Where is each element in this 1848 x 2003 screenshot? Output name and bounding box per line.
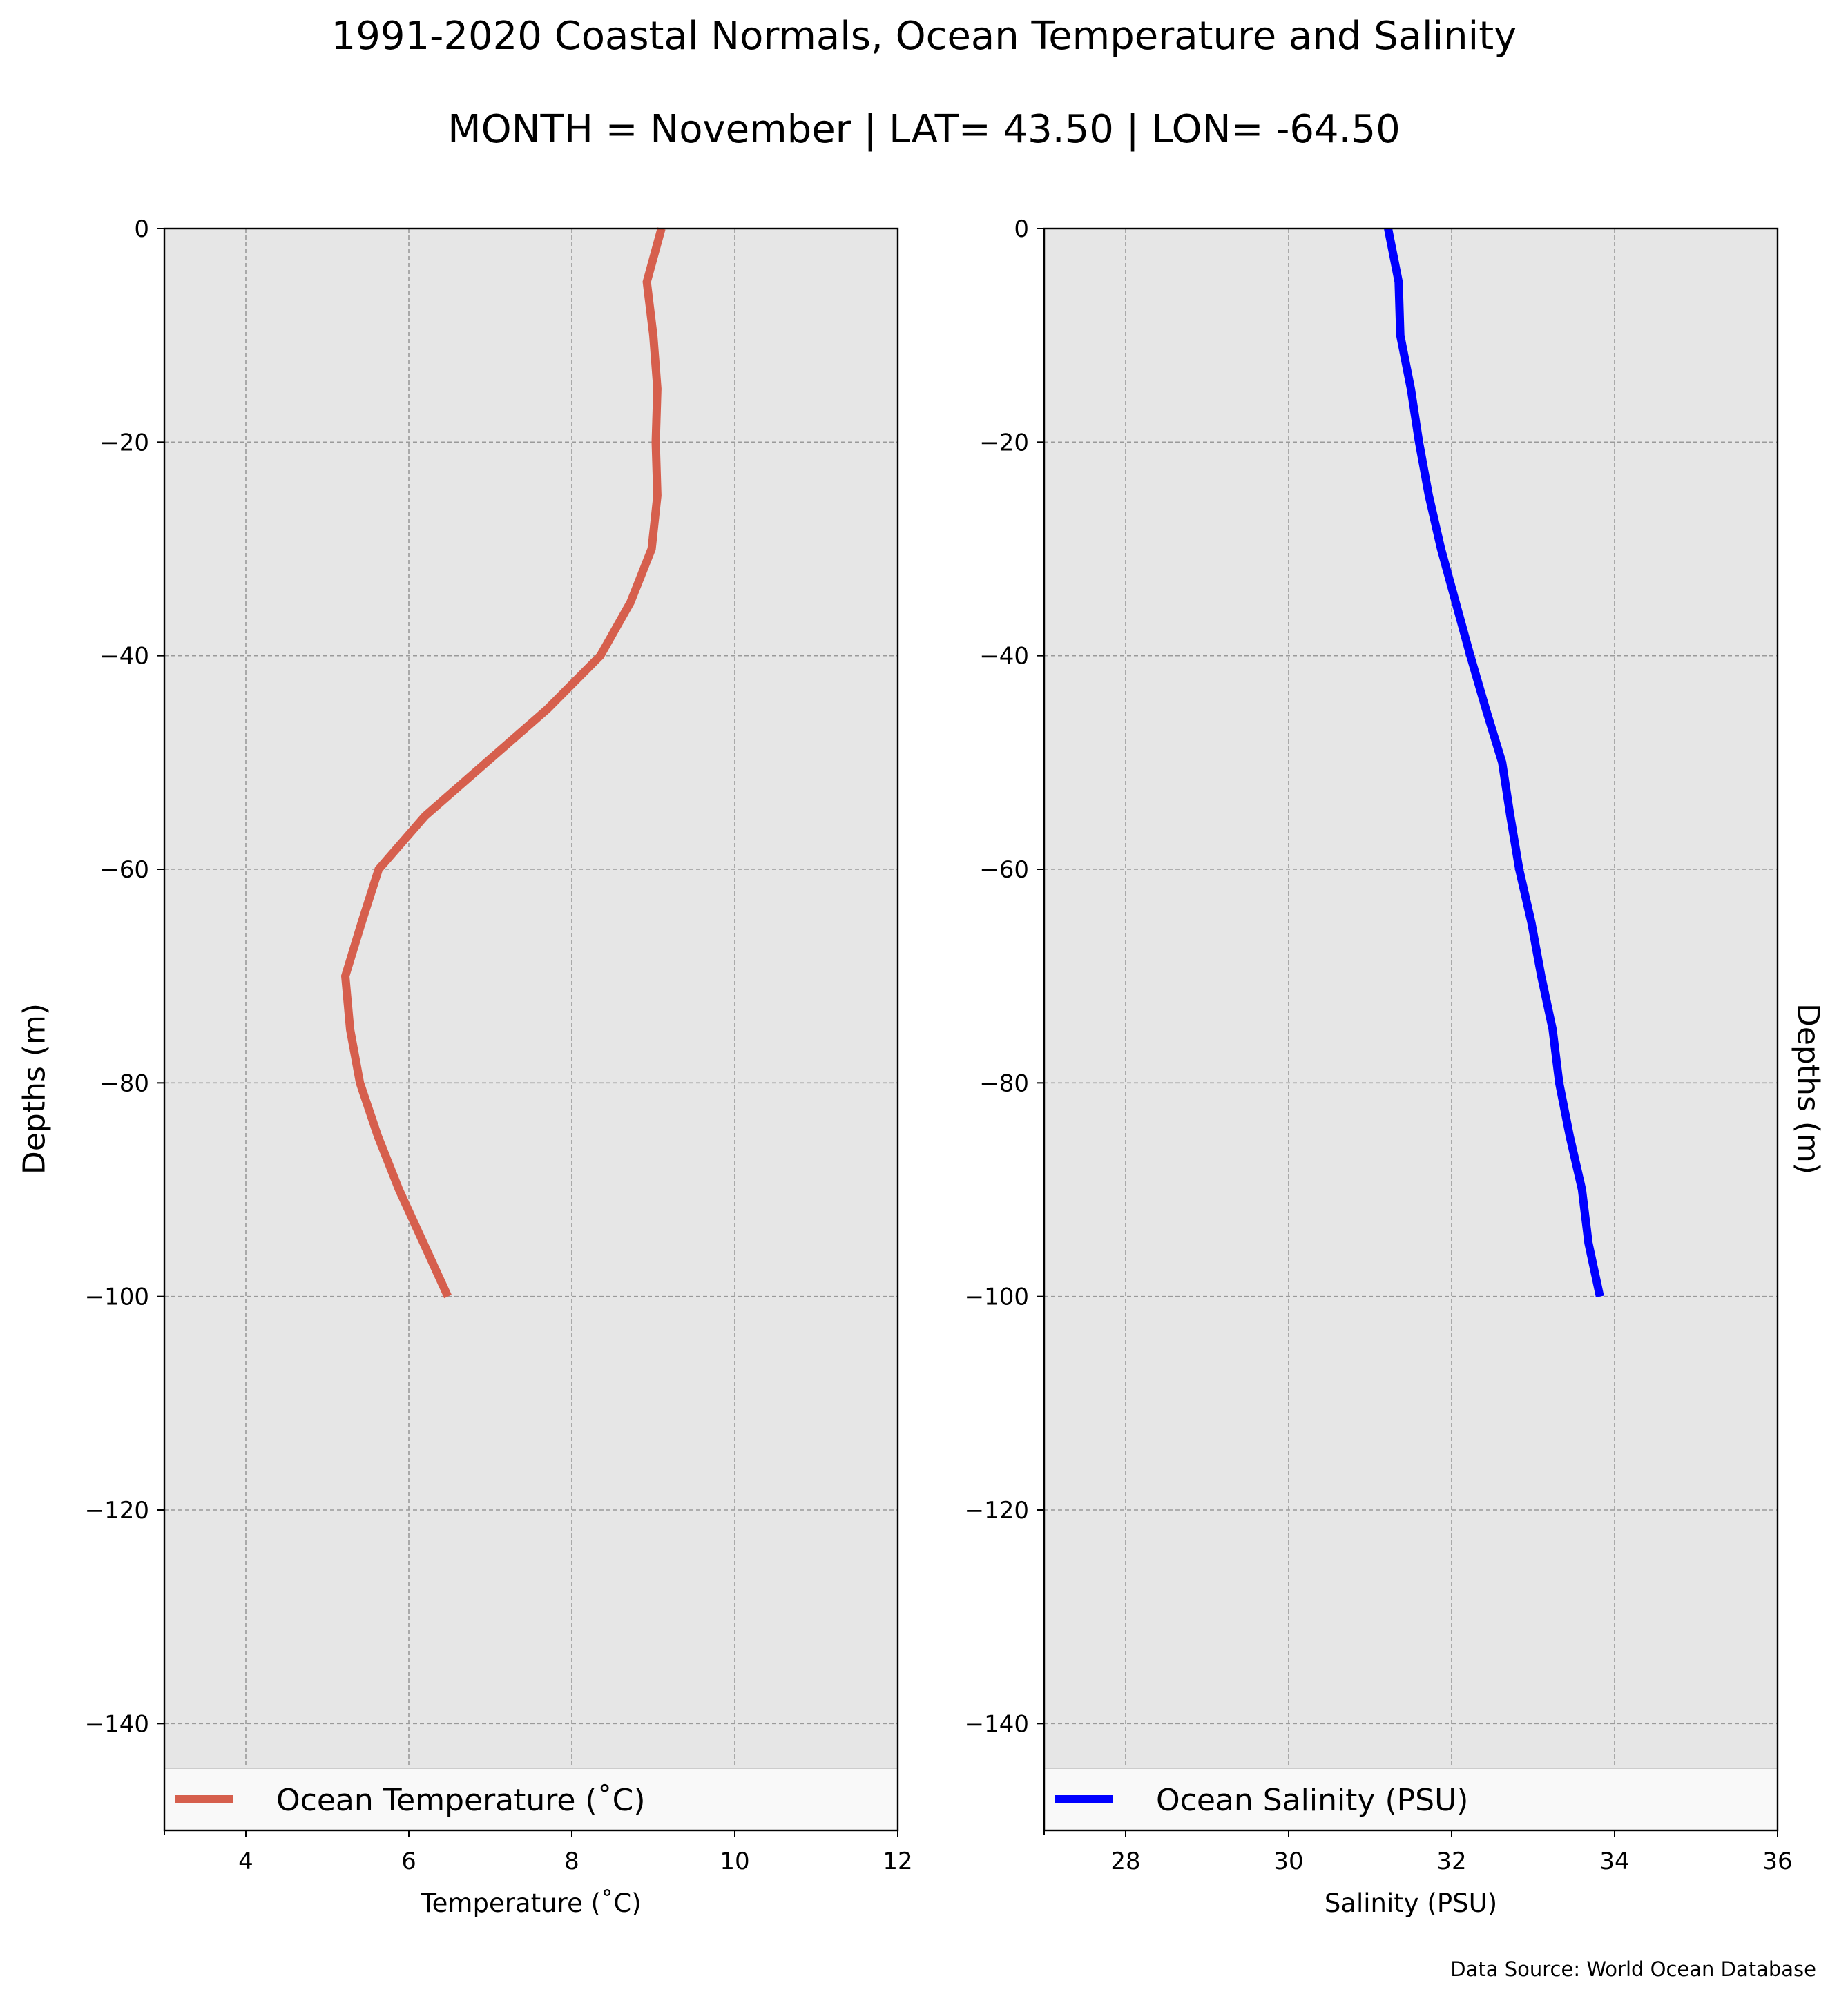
salinity-y-tick-label: −80 <box>979 1070 1029 1097</box>
temperature-y-tick-label: −60 <box>99 856 149 884</box>
temperature-legend-label: Ocean Temperature (˚C) <box>276 1783 646 1818</box>
salinity-y-tick-label: −140 <box>965 1710 1029 1738</box>
chart-title: 1991-2020 Coastal Normals, Ocean Tempera… <box>331 14 1517 59</box>
right-y-axis-label: Depths (m) <box>1790 1003 1826 1175</box>
temperature-y-tick-label: −140 <box>85 1710 149 1738</box>
data-source-note: Data Source: World Ocean Database <box>1450 1957 1816 1981</box>
salinity-x-tick-label: 28 <box>1110 1848 1140 1875</box>
temperature-legend: Ocean Temperature (˚C) <box>164 1768 898 1831</box>
temperature-series-line <box>340 227 666 1299</box>
salinity-x-tick-label: 30 <box>1273 1848 1303 1875</box>
temperature-x-tick-label: 4 <box>238 1848 253 1875</box>
temperature-panel: Ocean Temperature (˚C) 4 6 8 10 12 0 −20 −40 −60 −… <box>85 215 913 1918</box>
salinity-y-tick-label: −60 <box>979 856 1029 884</box>
salinity-axes-frame <box>1043 227 1779 1832</box>
salinity-y-tick-label: −100 <box>965 1284 1029 1311</box>
temperature-y-tick-label: −20 <box>99 429 149 456</box>
temperature-y-tick-label: −40 <box>99 643 149 670</box>
salinity-x-tick-label: 36 <box>1762 1848 1792 1875</box>
salinity-y-tick-label: −40 <box>979 643 1029 670</box>
temperature-x-tick-label: 12 <box>883 1848 912 1875</box>
salinity-plot-area <box>1044 229 1778 1830</box>
temperature-x-tick-label: 6 <box>401 1848 416 1875</box>
temperature-y-tick-label: −80 <box>99 1070 149 1097</box>
salinity-x-tick-label: 32 <box>1436 1848 1466 1875</box>
salinity-y-tick-label: 0 <box>1014 215 1029 243</box>
salinity-series-line <box>1384 227 1604 1297</box>
salinity-y-tick-label: −120 <box>965 1497 1029 1525</box>
salinity-legend-label: Ocean Salinity (PSU) <box>1156 1783 1468 1818</box>
temperature-y-tick-label: 0 <box>134 215 149 243</box>
left-y-axis-label: Depths (m) <box>17 1003 52 1175</box>
temperature-axes-frame <box>163 227 899 1832</box>
chart-subtitle: MONTH = November | LAT= 43.50 | LON= -64… <box>447 107 1401 152</box>
salinity-y-tick-label: −20 <box>979 429 1029 456</box>
salinity-x-axis-label: Salinity (PSU) <box>1325 1888 1497 1918</box>
salinity-legend: Ocean Salinity (PSU) <box>1043 1768 1778 1831</box>
temperature-y-tick-label: −120 <box>85 1497 149 1525</box>
temperature-x-tick-label: 8 <box>564 1848 579 1875</box>
temperature-x-tick-label: 10 <box>720 1848 749 1875</box>
temperature-y-tick-label: −100 <box>85 1284 149 1311</box>
salinity-panel: Ocean Salinity (PSU) 28 30 32 34 36 0 −20 −40 −60… <box>965 215 1793 1918</box>
temperature-x-axis-label: Temperature (˚C) <box>420 1888 641 1918</box>
temperature-plot-area <box>164 229 898 1830</box>
salinity-x-tick-label: 34 <box>1599 1848 1629 1875</box>
